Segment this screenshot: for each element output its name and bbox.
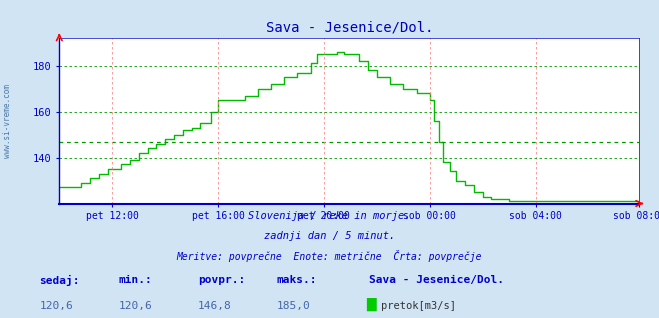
Text: sedaj:: sedaj: bbox=[40, 275, 80, 286]
Text: 185,0: 185,0 bbox=[277, 301, 310, 310]
Text: 120,6: 120,6 bbox=[119, 301, 152, 310]
Text: █: █ bbox=[366, 297, 376, 311]
Text: Meritve: povprečne  Enote: metrične  Črta: povprečje: Meritve: povprečne Enote: metrične Črta:… bbox=[177, 250, 482, 262]
Text: povpr.:: povpr.: bbox=[198, 275, 245, 285]
Text: 120,6: 120,6 bbox=[40, 301, 73, 310]
Text: 146,8: 146,8 bbox=[198, 301, 231, 310]
Text: Sava - Jesenice/Dol.: Sava - Jesenice/Dol. bbox=[369, 275, 504, 285]
Text: Slovenija / reke in morje.: Slovenija / reke in morje. bbox=[248, 211, 411, 221]
Title: Sava - Jesenice/Dol.: Sava - Jesenice/Dol. bbox=[266, 20, 433, 34]
Text: maks.:: maks.: bbox=[277, 275, 317, 285]
Text: pretok[m3/s]: pretok[m3/s] bbox=[381, 301, 456, 310]
Text: zadnji dan / 5 minut.: zadnji dan / 5 minut. bbox=[264, 231, 395, 240]
Text: www.si-vreme.com: www.si-vreme.com bbox=[3, 84, 13, 158]
Text: min.:: min.: bbox=[119, 275, 152, 285]
